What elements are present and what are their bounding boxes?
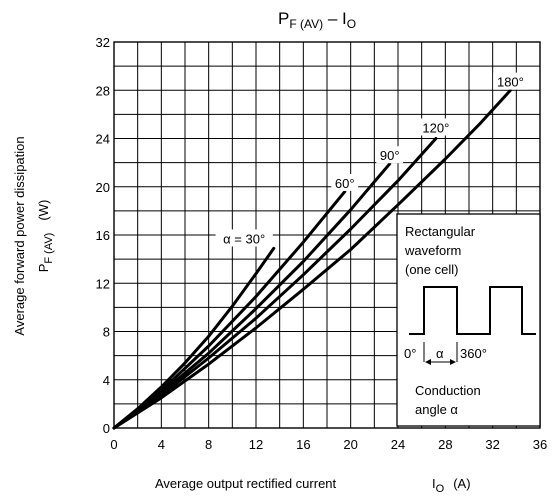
inset-deg0: 0° <box>404 346 416 361</box>
series-labels: α = 30° 60° 90° 120° 180° <box>215 72 528 247</box>
y-sym-main: P <box>36 264 51 273</box>
y-tick-label: 4 <box>103 373 110 388</box>
series-label-bg <box>376 146 404 164</box>
title-i-sub: O <box>347 17 356 31</box>
series-lines <box>112 88 512 430</box>
y-tick-labels: 0 4 8 12 16 20 24 28 32 <box>96 35 110 436</box>
y-tick-label: 24 <box>96 132 110 147</box>
x-sym-main: I <box>432 476 436 491</box>
inset-line1: Rectangular <box>405 224 476 239</box>
y-axis-symbol: PF (AV) (W) <box>36 200 55 273</box>
x-tick-label: 12 <box>249 437 263 452</box>
x-tick-label: 4 <box>158 437 165 452</box>
x-tick-label: 0 <box>110 437 117 452</box>
inset-box <box>396 213 541 427</box>
x-tick-label: 36 <box>533 437 547 452</box>
title-p: P <box>278 9 289 28</box>
series-line-3 <box>112 137 438 430</box>
y-tick-label: 20 <box>96 180 110 195</box>
x-tick-label: 24 <box>391 437 405 452</box>
x-sym-sub: O <box>436 483 445 495</box>
x-sym-unit: (A) <box>453 476 470 491</box>
series-label-1: 60° <box>335 176 355 191</box>
series-label-bg <box>493 72 528 90</box>
y-sym-sub: F (AV) <box>43 233 55 264</box>
inset-cond2: angle α <box>415 402 458 417</box>
series-label-bg <box>331 173 359 191</box>
x-tick-label: 16 <box>296 437 310 452</box>
y-sym-unit: (W) <box>36 200 51 221</box>
x-tick-label: 28 <box>438 437 452 452</box>
y-tick-label: 32 <box>96 35 110 50</box>
series-label-0: α = 30° <box>223 231 265 246</box>
inset-alpha: α <box>436 346 444 361</box>
series-label-bg <box>215 229 273 247</box>
inset-waveform-line <box>409 286 536 335</box>
inset-cond1: Conduction <box>415 383 481 398</box>
inset-arrowhead-left <box>425 359 431 365</box>
inset-line3: (one cell) <box>405 262 458 277</box>
series-label-2: 90° <box>380 148 400 163</box>
y-axis-label: Average forward power dissipation <box>12 136 27 335</box>
title-dash: – I <box>323 9 347 28</box>
x-axis-symbol: IO (A) <box>432 476 471 495</box>
y-tick-label: 12 <box>96 276 110 291</box>
y-tick-label: 8 <box>103 325 110 340</box>
x-tick-label: 8 <box>205 437 212 452</box>
inset-arrowhead-right <box>450 359 456 365</box>
inset-waveform: Rectangular waveform (one cell) 0° α 360… <box>396 213 541 427</box>
title-p-sub: F (AV) <box>289 17 323 31</box>
chart-title: PF (AV) – IO <box>278 9 356 31</box>
y-tick-label: 0 <box>103 421 110 436</box>
inset-deg360: 360° <box>460 346 487 361</box>
x-axis-label: Average output rectified current <box>155 476 337 491</box>
series-line-1 <box>112 190 347 430</box>
series-label-3: 120° <box>422 120 449 135</box>
series-line-2 <box>112 162 392 430</box>
series-label-4: 180° <box>497 75 524 90</box>
inset-line2: waveform <box>404 243 461 258</box>
x-tick-label: 20 <box>343 437 357 452</box>
x-tick-labels: 0 4 8 12 16 20 24 28 32 36 <box>110 437 547 452</box>
series-line-4 <box>112 88 512 430</box>
series-label-bg <box>418 118 454 136</box>
y-tick-label: 16 <box>96 228 110 243</box>
y-tick-label: 28 <box>96 83 110 98</box>
x-tick-label: 32 <box>485 437 499 452</box>
